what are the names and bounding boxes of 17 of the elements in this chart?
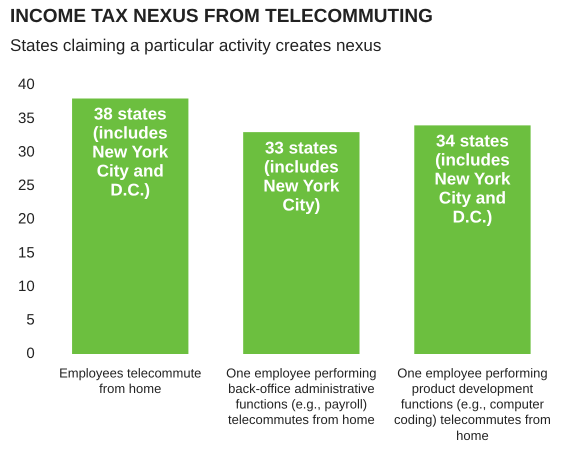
- data-label: 34 states (includes New York City and D.C.): [434, 132, 511, 227]
- y-tick-label: 15: [18, 244, 35, 262]
- y-tick-label: 40: [18, 76, 35, 94]
- y-tick-label: 35: [18, 110, 35, 127]
- y-tick-label: 25: [18, 177, 35, 194]
- y-tick-label: 20: [18, 210, 35, 228]
- x-tick-label: One employee performing back-office administrative functions (e.g., payroll) telecommutes from home: [226, 365, 376, 428]
- x-tick-label: One employee performing product development functions (e.g., computer coding) telecommutes from home: [394, 365, 551, 443]
- y-tick-label: 0: [26, 345, 35, 362]
- y-tick-label: 5: [26, 312, 35, 329]
- chart-subtitle: States claiming a particular activity creates nexus: [10, 36, 382, 56]
- chart-title: INCOME TAX NEXUS FROM TELECOMMUTING: [10, 6, 433, 28]
- x-tick-label: Employees telecommute from home: [59, 365, 202, 396]
- y-tick-label: 10: [18, 278, 35, 295]
- data-label: 38 states (includes New York City and D.C.): [92, 104, 169, 200]
- data-label: 33 states (includes New York City): [263, 138, 340, 214]
- y-tick-label: 30: [18, 143, 35, 160]
